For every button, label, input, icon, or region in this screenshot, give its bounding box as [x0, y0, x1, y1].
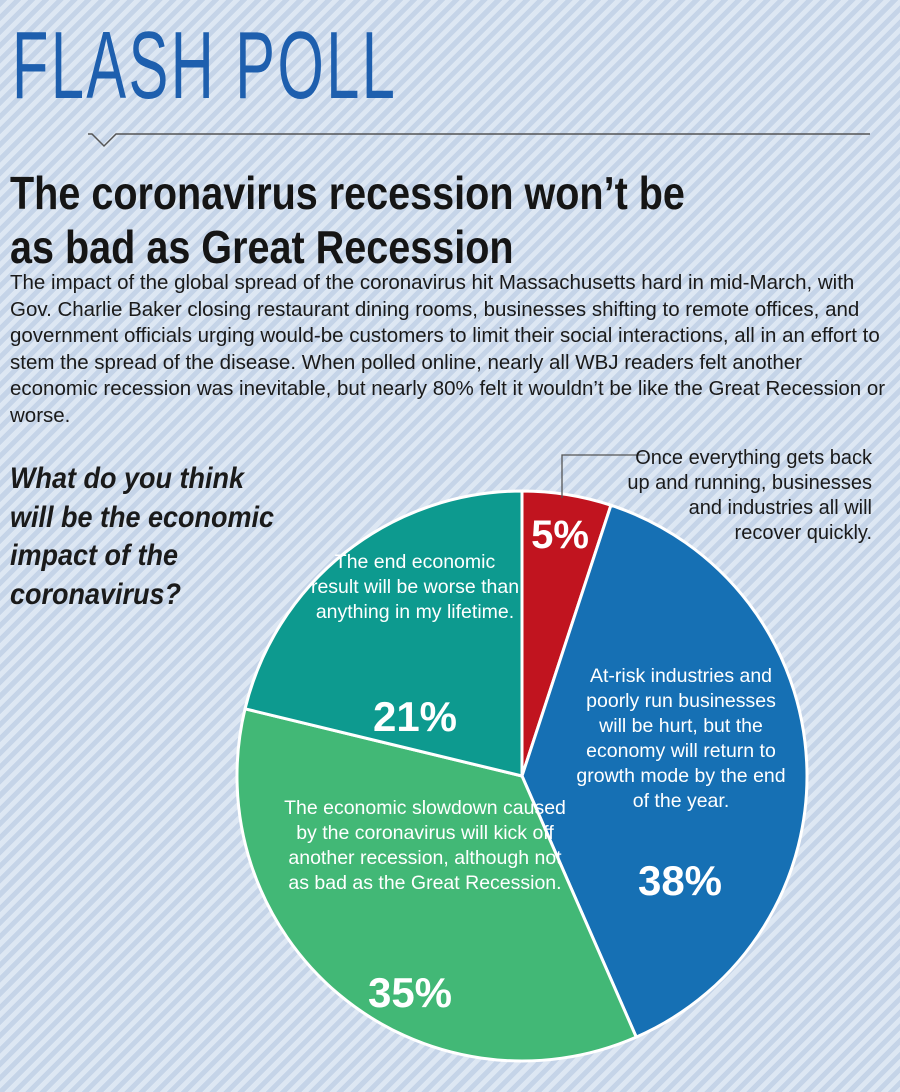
slice-value-blue: 38% — [637, 857, 723, 904]
headline: The coronavirus recession won’t be as ba… — [10, 167, 685, 273]
intro-paragraph: The impact of the global spread of the c… — [10, 271, 886, 427]
callout-leader-line — [561, 454, 645, 498]
slice-value-teal: 21% — [372, 693, 458, 740]
slice-label-blue: At-risk industries and poorly run busine… — [576, 665, 786, 812]
slice-callout-red: Once everything gets back up and running… — [627, 447, 872, 544]
slice-label-green: The economic slowdown caused by the coro… — [284, 797, 566, 894]
slice-label-teal: The end economic result will be worse th… — [310, 551, 520, 623]
slice-value-red: 5% — [531, 513, 589, 557]
kicker-title: FLASH POLL — [12, 12, 398, 119]
header-divider — [88, 133, 870, 148]
slice-value-green: 35% — [367, 969, 453, 1016]
poll-question: What do you think will be the economic i… — [10, 462, 275, 611]
pie-slice-blue — [520, 503, 809, 1039]
pie-slice-green — [235, 707, 638, 1063]
pie-slice-teal — [243, 489, 524, 778]
